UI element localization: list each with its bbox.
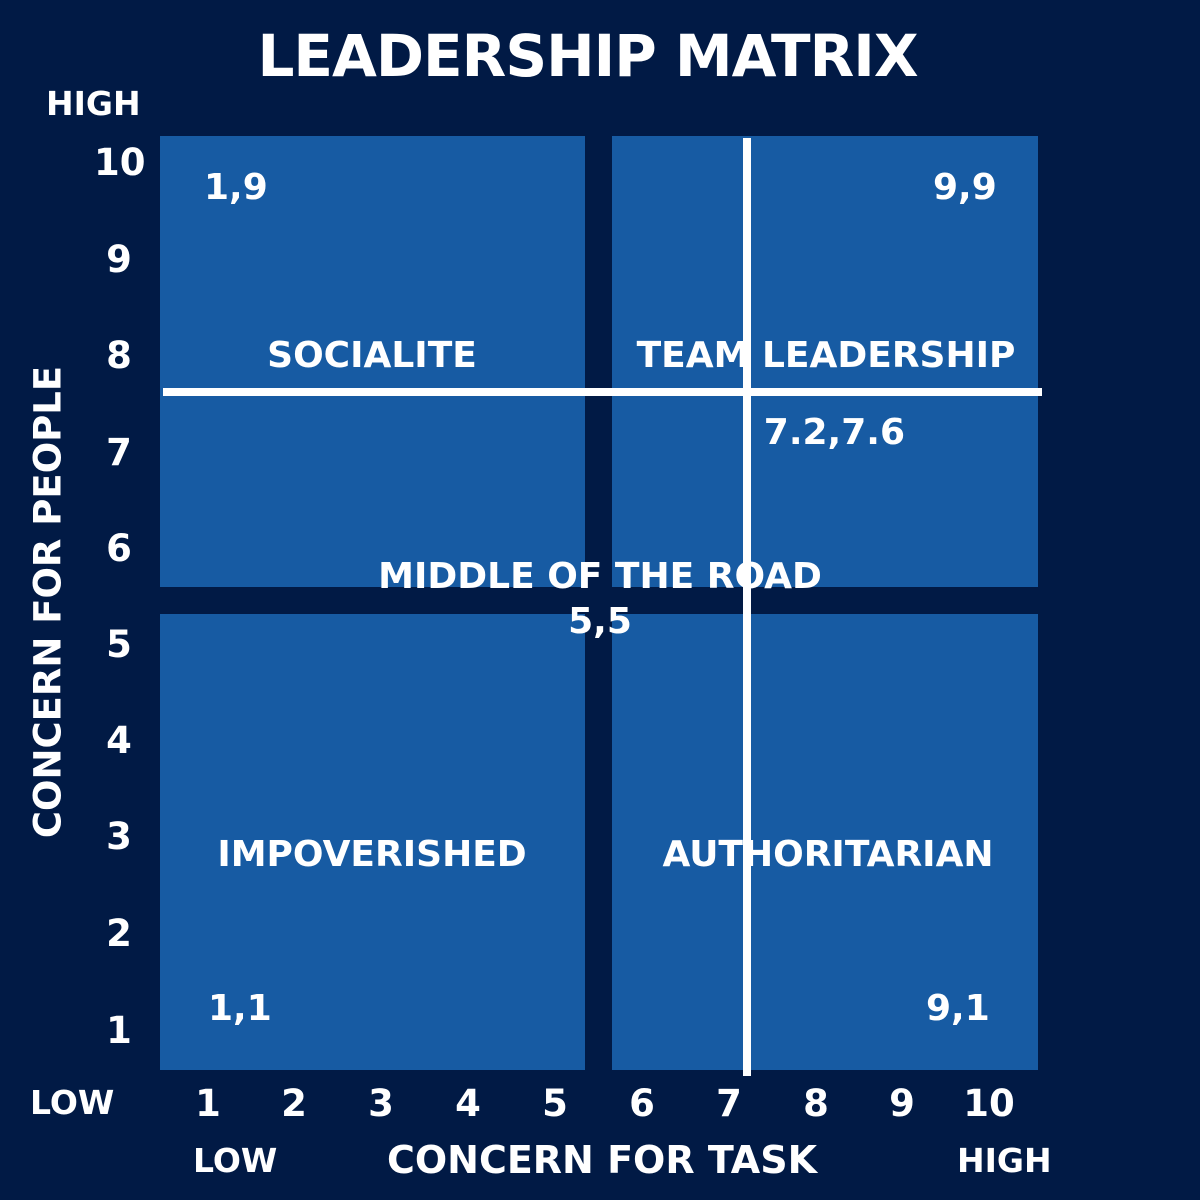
- x-tick-7: 7: [716, 1082, 742, 1125]
- zone-label-team-leadership: TEAM LEADERSHIP: [636, 335, 1016, 376]
- x-tick-4: 4: [455, 1082, 481, 1125]
- coord-label-bottom-left: 1,1: [208, 988, 272, 1029]
- page-title: LEADERSHIP MATRIX: [257, 22, 918, 90]
- coord-label-center: 5,5: [568, 601, 632, 642]
- zone-label-middle-of-the-road: MIDDLE OF THE ROAD: [378, 556, 822, 597]
- x-axis-low-label: LOW: [193, 1141, 278, 1180]
- x-tick-10: 10: [963, 1082, 1015, 1125]
- x-tick-9: 9: [889, 1082, 915, 1125]
- y-tick-5: 5: [106, 623, 132, 666]
- zone-label-impoverished: IMPOVERISHED: [217, 834, 527, 875]
- y-tick-4: 4: [106, 719, 132, 762]
- zone-label-authoritarian: AUTHORITARIAN: [662, 834, 994, 875]
- x-tick-6: 6: [629, 1082, 655, 1125]
- x-tick-3: 3: [368, 1082, 394, 1125]
- x-axis-high-label: HIGH: [957, 1141, 1052, 1180]
- y-axis-low-label: LOW: [30, 1083, 115, 1122]
- quadrant-bottom-left: [160, 614, 585, 1070]
- coord-label-bottom-right: 9,1: [926, 988, 990, 1029]
- zone-label-socialite: SOCIALITE: [267, 335, 477, 376]
- marker-coord-label: 7.2,7.6: [763, 412, 905, 454]
- x-tick-1: 1: [195, 1082, 221, 1125]
- crosshair-vertical-line: [742, 138, 751, 1076]
- y-tick-9: 9: [106, 238, 132, 281]
- x-tick-2: 2: [281, 1082, 307, 1125]
- coord-label-top-left: 1,9: [204, 167, 268, 208]
- y-tick-2: 2: [106, 912, 132, 955]
- x-tick-5: 5: [542, 1082, 568, 1125]
- y-tick-3: 3: [106, 815, 132, 858]
- y-tick-7: 7: [106, 431, 132, 474]
- x-tick-8: 8: [803, 1082, 829, 1125]
- crosshair-horizontal-line: [163, 388, 1042, 397]
- quadrant-top-right: [612, 136, 1038, 587]
- y-tick-8: 8: [106, 334, 132, 377]
- quadrant-top-left: [160, 136, 585, 587]
- y-tick-10: 10: [94, 141, 146, 184]
- quadrant-bottom-right: [612, 614, 1038, 1070]
- x-axis-title: CONCERN FOR TASK: [386, 1138, 818, 1182]
- coord-label-top-right: 9,9: [933, 167, 997, 208]
- y-tick-6: 6: [106, 527, 132, 570]
- y-axis-high-label: HIGH: [46, 84, 141, 123]
- y-tick-1: 1: [106, 1009, 132, 1052]
- y-axis-title: CONCERN FOR PEOPLE: [26, 365, 70, 839]
